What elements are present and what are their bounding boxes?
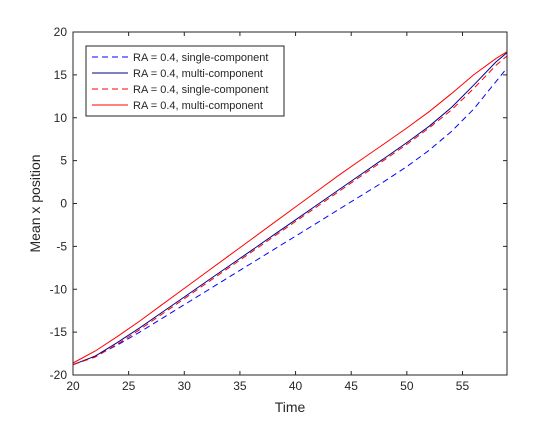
x-axis-label: Time: [275, 399, 306, 415]
y-tick-label: -20: [50, 368, 68, 382]
x-tick-label: 35: [233, 379, 247, 393]
series-line-4: [72, 51, 508, 364]
ticks-layer: 20 25 30 35 40 45 50 55 -20 -15 -10 -5 0 5 10 15 20: [50, 25, 507, 393]
y-tick-label: 0: [60, 197, 67, 211]
legend: RA = 0.4, single-component RA = 0.4, mult…: [85, 45, 285, 117]
y-tick-label: 10: [54, 111, 68, 125]
y-tick-label: 5: [60, 154, 67, 168]
x-tick-label: 20: [66, 379, 80, 393]
x-tick-label: 45: [345, 379, 359, 393]
x-tick-label: 50: [400, 379, 414, 393]
y-tick-label: 15: [54, 68, 68, 82]
series-layer: [72, 51, 508, 366]
y-axis-label: Mean x position: [27, 154, 43, 252]
legend-label-2: RA = 0.4, multi-component: [133, 68, 263, 80]
y-tick-label: 20: [54, 25, 68, 39]
x-tick-label: 40: [289, 379, 303, 393]
y-tick-label: -5: [56, 239, 67, 253]
legend-label-1: RA = 0.4, single-component: [133, 52, 268, 64]
y-tick-label: -10: [50, 282, 68, 296]
x-tick-label: 25: [122, 379, 136, 393]
legend-label-3: RA = 0.4, single-component: [133, 84, 268, 96]
y-tick-label: -15: [50, 325, 68, 339]
x-tick-label: 30: [178, 379, 192, 393]
legend-box: [85, 45, 285, 117]
series-line-1: [72, 67, 508, 366]
series-line-2: [72, 52, 508, 366]
series-line-3: [72, 55, 508, 366]
legend-label-4: RA = 0.4, multi-component: [133, 100, 263, 112]
x-tick-label: 55: [456, 379, 470, 393]
